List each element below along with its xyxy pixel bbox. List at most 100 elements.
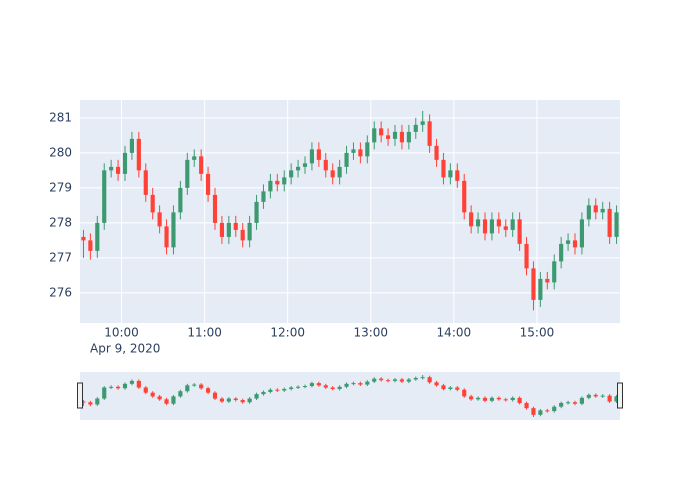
candle-body (545, 278, 550, 283)
slider-candle-body (150, 392, 155, 397)
candle-body (254, 201, 259, 223)
candle-body (95, 222, 100, 251)
candle-body (143, 170, 148, 195)
y-tick-label: 280 (49, 145, 72, 159)
slider-candle-body (206, 388, 211, 393)
candle-body (503, 226, 508, 230)
slider-candle-body (219, 398, 224, 402)
slider-candle-body (538, 410, 543, 415)
candle-body (476, 219, 481, 227)
candle-body (109, 166, 114, 171)
candle-body (171, 212, 176, 248)
candle-body (178, 187, 183, 213)
slider-candle-body (441, 385, 446, 389)
slider-candle-body (337, 386, 342, 389)
candle-body (309, 149, 314, 164)
candle-body (614, 212, 619, 237)
slider-candle-body (524, 403, 529, 409)
slider-candle-body (116, 386, 121, 389)
candle-body (206, 173, 211, 195)
slider-candle-body (185, 385, 190, 392)
candle-body (233, 222, 238, 230)
candle-body (199, 156, 204, 174)
x-tick-label: 13:00 (353, 326, 388, 340)
candle-body (337, 166, 342, 178)
y-tick-label: 278 (49, 215, 72, 229)
slider-candle-body (372, 378, 377, 382)
slider-candle-body (448, 387, 453, 389)
slider-candle-body (586, 394, 591, 398)
candle-body (586, 205, 591, 220)
candle-body (593, 205, 598, 213)
candle-body (531, 268, 536, 300)
range-handle-left[interactable] (77, 382, 83, 409)
slider-candle-body (95, 398, 100, 405)
candle-body (81, 236, 86, 241)
y-tick-label: 276 (49, 285, 72, 299)
slider-candle-body (358, 383, 363, 385)
candle-body (268, 180, 273, 192)
candle-body (538, 278, 543, 300)
candle-body (607, 208, 612, 237)
range-handle-right[interactable] (617, 382, 623, 409)
candle-body (226, 222, 231, 237)
slider-candle-body (399, 379, 404, 382)
x-date-label: Apr 9, 2020 (90, 342, 160, 356)
slider-candle-body (386, 380, 391, 382)
slider-candle-body (510, 397, 515, 401)
candle-body (379, 128, 384, 136)
candle-body (559, 243, 564, 262)
candle-body (212, 194, 218, 223)
slider-candle-body (503, 399, 508, 401)
slider-candle-body (122, 383, 128, 389)
slider-candle-body (212, 392, 218, 399)
candle-body (275, 180, 280, 185)
slider-candle-body (552, 406, 557, 412)
candle-body (157, 212, 162, 227)
candle-body (448, 170, 453, 178)
candle-body (192, 156, 197, 160)
slider-candle-body (434, 382, 439, 386)
slider-candle-body (226, 398, 231, 402)
candle-body (247, 222, 252, 241)
candle-body (510, 219, 515, 230)
slider-candle-body (192, 384, 197, 386)
slider-candle-body (600, 395, 605, 397)
slider-candle-body (351, 383, 356, 385)
candle-body (517, 219, 522, 244)
candle-body (185, 159, 190, 188)
slider-candle-body (316, 383, 321, 386)
slider-candle-body (420, 377, 425, 379)
slider-candle-body (289, 387, 294, 389)
candle-body (358, 149, 363, 157)
slider-candle-body (282, 389, 287, 391)
slider-candle-body (593, 394, 598, 397)
y-tick-label: 281 (49, 110, 72, 124)
slider-candle-body (566, 402, 571, 404)
slider-candle-body (254, 394, 259, 399)
slider-candle-body (143, 387, 148, 393)
candle-body (524, 243, 529, 269)
slider-candle-body (309, 383, 314, 387)
slider-candle-body (462, 389, 467, 397)
slider-candle-body (482, 397, 488, 401)
slider-candle-body (489, 397, 494, 401)
slider-candle-body (129, 380, 134, 384)
slider-candle-body (323, 385, 328, 388)
candle-body (427, 121, 432, 146)
slider-candle-body (302, 386, 308, 388)
plot-background (80, 100, 620, 323)
candle-body (392, 131, 398, 139)
slider-candle-body (178, 391, 183, 397)
slider-candle-body (199, 384, 204, 389)
slider-candle-body (109, 386, 114, 388)
candle-body (240, 229, 245, 241)
candle-body (489, 219, 494, 234)
slider-candle-body (296, 386, 301, 388)
slider-candle-body (406, 379, 411, 382)
candle-body (572, 240, 578, 248)
slider-candle-body (496, 397, 501, 400)
candle-body (441, 159, 446, 178)
x-tick-label: 12:00 (270, 326, 305, 340)
